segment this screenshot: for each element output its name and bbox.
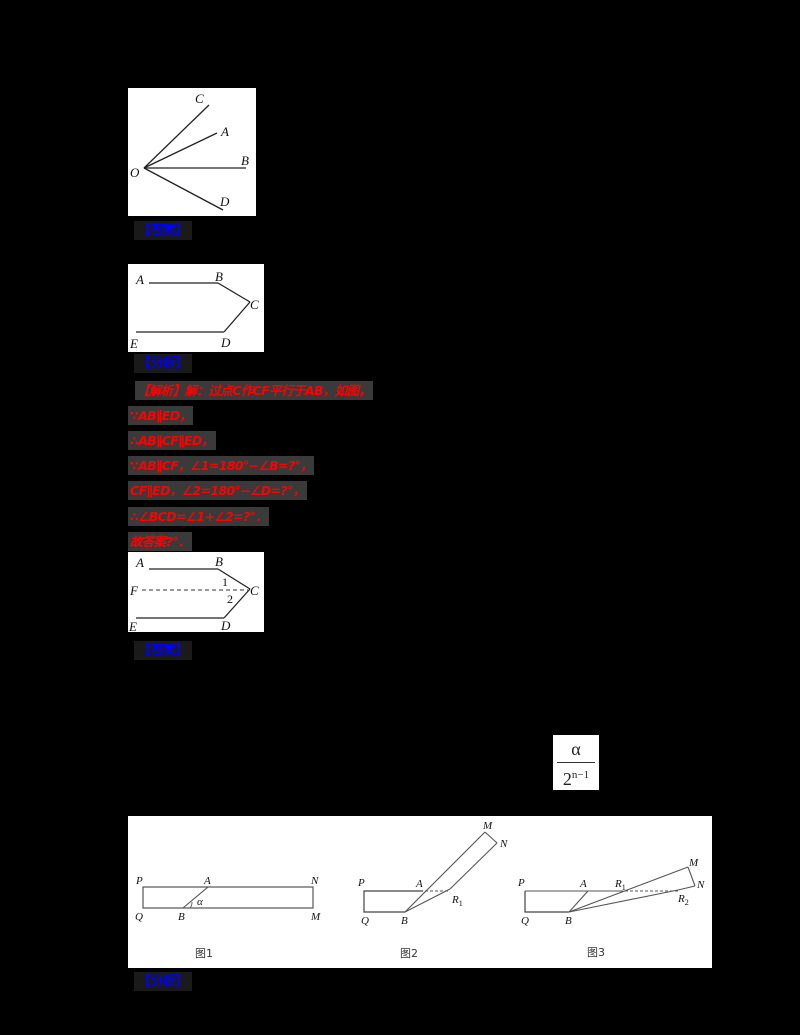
label-a: A <box>135 272 144 287</box>
figure-strip-folding: P A N Q B M α 图1 P A M N R1 Q B 图2 P A R… <box>128 816 712 968</box>
label-angle-1: 1 <box>222 575 228 589</box>
fig1-label-a: A <box>203 875 211 887</box>
fig2-label-m: M <box>482 820 493 832</box>
fig3-label-m: M <box>688 857 699 869</box>
label-c: C <box>195 91 204 106</box>
fig3-label-p: P <box>517 877 525 889</box>
fig3-label-r1: R1 <box>614 878 626 892</box>
label-e: E <box>128 619 137 632</box>
label-angle-2: 2 <box>227 592 233 606</box>
fig1-label-m: M <box>310 911 321 923</box>
formula-denominator: 2n−1 <box>553 764 599 790</box>
figure-angles-rays: C A B O D <box>128 88 256 216</box>
fig1-label-p: P <box>135 875 143 887</box>
label-d: D <box>219 194 230 209</box>
solution-line-3: ∴AB∥CF∥ED， <box>128 431 216 450</box>
label-b: B <box>215 269 223 284</box>
analysis-label-2: 【分析】 <box>134 972 193 991</box>
label-o: O <box>130 165 140 180</box>
fig2-caption: 图2 <box>400 947 418 960</box>
label-a: A <box>135 555 144 570</box>
answer-label-2: 【答案】 <box>134 641 193 660</box>
label-b: B <box>241 153 249 168</box>
label-e: E <box>129 336 138 351</box>
fig1-label-b: B <box>178 911 185 923</box>
label-d: D <box>220 335 231 350</box>
label-b: B <box>215 554 223 569</box>
fig2-label-r1: R1 <box>451 894 463 908</box>
solution-line-7: 故答案?°． <box>128 532 192 551</box>
formula-denominator-base: 2 <box>562 769 572 789</box>
formula-alpha-over-power: α 2n−1 <box>553 735 599 790</box>
fig3-caption: 图3 <box>587 946 605 959</box>
figure-bcd: A B C D E <box>128 264 264 352</box>
fig3-label-n: N <box>696 879 705 891</box>
solution-line-4: ∵AB∥CF，∠1=180°−∠B=?°， <box>128 456 315 475</box>
analysis-label-1: 【分析】 <box>134 354 193 373</box>
solution-line-1: 【解析】解：过点C作CF平行于AB，如图， <box>135 381 373 400</box>
label-d: D <box>220 618 231 632</box>
solution-line-6: ∴∠BCD=∠1+∠2=?°． <box>128 507 270 526</box>
fig3-label-q: Q <box>521 915 529 927</box>
figure-bcd-auxiliary: A B C F 1 2 D E <box>128 552 264 632</box>
fig1-caption: 图1 <box>195 947 213 960</box>
fig3-label-b: B <box>565 915 572 927</box>
fig2-label-n: N <box>499 838 508 850</box>
answer-label-1: 【答案】 <box>134 221 193 240</box>
label-c: C <box>250 583 259 598</box>
fig3-label-a: A <box>579 878 587 890</box>
fig2-label-q: Q <box>361 915 369 927</box>
formula-numerator: α <box>571 739 581 759</box>
fig1-label-q: Q <box>135 911 143 923</box>
fig2-label-a: A <box>415 878 423 890</box>
fig2-label-p: P <box>357 877 365 889</box>
fig1-label-alpha: α <box>197 896 203 908</box>
label-a: A <box>220 124 229 139</box>
solution-line-5: CF∥ED，∠2=180°−∠D=?°， <box>128 481 307 500</box>
fig1-label-n: N <box>310 875 319 887</box>
label-c: C <box>250 297 259 312</box>
solution-line-2: ∵AB∥ED， <box>128 406 194 425</box>
label-f: F <box>129 583 139 598</box>
fig3-label-r2: R2 <box>677 893 689 907</box>
fig2-label-b: B <box>401 915 408 927</box>
formula-denominator-exponent: n−1 <box>571 769 590 781</box>
